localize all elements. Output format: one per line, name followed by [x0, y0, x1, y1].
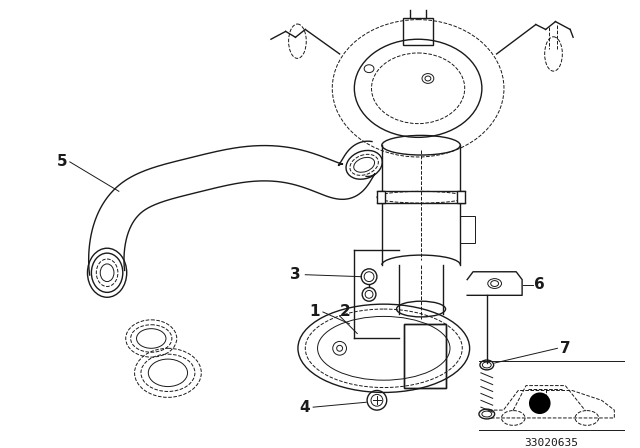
Text: 33020635: 33020635	[525, 438, 579, 448]
Text: 7: 7	[561, 341, 571, 356]
Text: 1: 1	[310, 305, 320, 319]
Bar	[377, 191, 385, 203]
Text: 4: 4	[300, 400, 310, 415]
Bar	[403, 17, 433, 45]
Bar	[404, 324, 445, 388]
Bar	[404, 324, 445, 388]
Bar	[460, 216, 475, 243]
Text: 5: 5	[57, 155, 68, 169]
Circle shape	[529, 392, 550, 414]
Text: 2: 2	[340, 305, 350, 319]
Text: 3: 3	[290, 267, 300, 282]
Bar	[458, 191, 465, 203]
Text: 6: 6	[534, 277, 545, 292]
Polygon shape	[467, 272, 522, 295]
